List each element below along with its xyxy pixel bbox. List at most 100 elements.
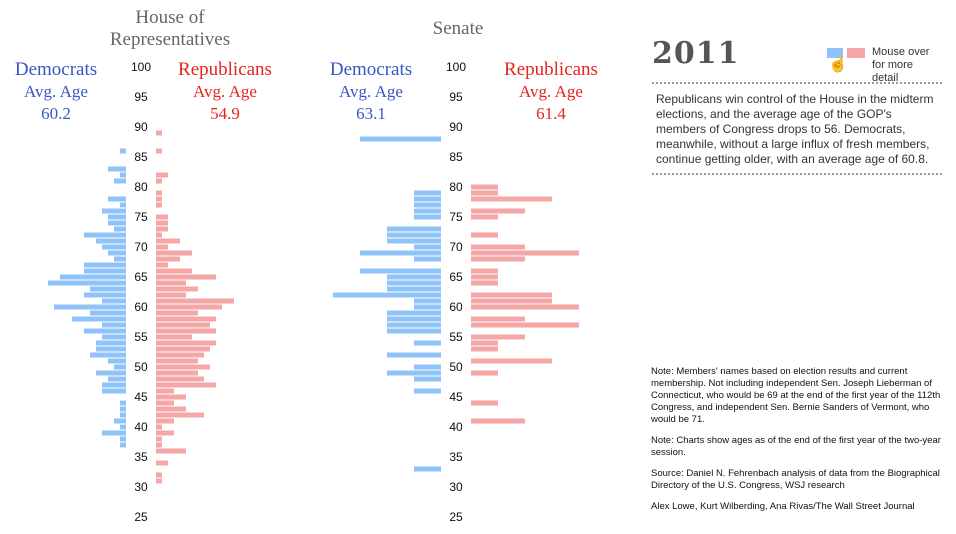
house-dem-bar-age-43[interactable]	[120, 406, 126, 412]
senate-dem-bar-age-69[interactable]	[360, 250, 441, 256]
senate-rep-bar-age-54[interactable]	[471, 340, 498, 346]
senate-rep-bar-age-75[interactable]	[471, 214, 498, 220]
house-rep-bar-age-40[interactable]	[156, 424, 162, 430]
house-dem-bar-age-55[interactable]	[102, 334, 126, 340]
house-dem-bar-age-44[interactable]	[120, 400, 126, 406]
senate-dem-bar-age-49[interactable]	[387, 370, 441, 376]
house-dem-bar-age-72[interactable]	[84, 232, 126, 238]
house-rep-bar-age-67[interactable]	[156, 262, 168, 268]
senate-dem-bar-age-72[interactable]	[387, 232, 441, 238]
senate-rep-bar-age-62[interactable]	[471, 292, 552, 298]
house-rep-bar-age-81[interactable]	[156, 178, 162, 184]
house-dem-bar-age-56[interactable]	[84, 328, 126, 334]
senate-rep-bar-age-41[interactable]	[471, 418, 525, 424]
house-dem-bar-age-74[interactable]	[108, 220, 126, 226]
house-rep-bar-age-48[interactable]	[156, 376, 204, 382]
house-rep-bar-age-72[interactable]	[156, 232, 162, 238]
house-dem-bar-age-76[interactable]	[102, 208, 126, 214]
senate-rep-bar-age-76[interactable]	[471, 208, 525, 214]
house-rep-bar-age-32[interactable]	[156, 472, 162, 478]
senate-dem-bar-age-70[interactable]	[414, 244, 441, 250]
house-rep-bar-age-37[interactable]	[156, 442, 162, 448]
house-rep-bar-age-39[interactable]	[156, 430, 174, 436]
house-rep-bar-age-49[interactable]	[156, 370, 198, 376]
senate-rep-bar-age-55[interactable]	[471, 334, 525, 340]
house-rep-bar-age-52[interactable]	[156, 352, 204, 358]
house-rep-bar-age-89[interactable]	[156, 130, 162, 136]
senate-rep-bar-age-57[interactable]	[471, 322, 579, 328]
house-dem-bar-age-73[interactable]	[114, 226, 126, 232]
house-rep-bar-age-65[interactable]	[156, 274, 216, 280]
senate-dem-bar-age-65[interactable]	[387, 274, 441, 280]
house-rep-bar-age-71[interactable]	[156, 238, 180, 244]
house-dem-bar-age-41[interactable]	[114, 418, 126, 424]
house-dem-bar-age-39[interactable]	[102, 430, 126, 436]
house-dem-bar-age-54[interactable]	[96, 340, 126, 346]
senate-rep-bar-age-53[interactable]	[471, 346, 498, 352]
house-rep-bar-age-75[interactable]	[156, 214, 168, 220]
senate-dem-bar-age-88[interactable]	[360, 136, 441, 142]
senate-rep-bar-age-79[interactable]	[471, 190, 498, 196]
senate-dem-bar-age-58[interactable]	[387, 316, 441, 322]
house-dem-bar-age-42[interactable]	[120, 412, 126, 418]
senate-dem-bar-age-71[interactable]	[387, 238, 441, 244]
senate-dem-bar-age-60[interactable]	[414, 304, 441, 310]
senate-dem-bar-age-79[interactable]	[414, 190, 441, 196]
house-rep-bar-age-44[interactable]	[156, 400, 174, 406]
house-rep-bar-age-63[interactable]	[156, 286, 198, 292]
senate-dem-bar-age-59[interactable]	[387, 310, 441, 316]
senate-dem-bar-age-48[interactable]	[414, 376, 441, 382]
senate-rep-bar-age-65[interactable]	[471, 274, 498, 280]
senate-dem-bar-age-78[interactable]	[414, 196, 441, 202]
senate-dem-bar-age-52[interactable]	[387, 352, 441, 358]
house-rep-bar-age-86[interactable]	[156, 148, 162, 154]
house-rep-bar-age-45[interactable]	[156, 394, 186, 400]
senate-dem-bar-age-73[interactable]	[387, 226, 441, 232]
house-dem-bar-age-58[interactable]	[72, 316, 126, 322]
senate-dem-bar-age-76[interactable]	[414, 208, 441, 214]
house-rep-bar-age-64[interactable]	[156, 280, 186, 286]
house-rep-bar-age-58[interactable]	[156, 316, 216, 322]
house-dem-bar-age-71[interactable]	[96, 238, 126, 244]
house-dem-bar-age-37[interactable]	[120, 442, 126, 448]
senate-rep-bar-age-51[interactable]	[471, 358, 552, 364]
house-dem-bar-age-83[interactable]	[108, 166, 126, 172]
house-rep-bar-age-77[interactable]	[156, 202, 162, 208]
senate-rep-bar-age-72[interactable]	[471, 232, 498, 238]
senate-rep-bar-age-64[interactable]	[471, 280, 498, 286]
senate-rep-bar-age-68[interactable]	[471, 256, 525, 262]
house-dem-bar-age-66[interactable]	[84, 268, 126, 274]
senate-dem-bar-age-56[interactable]	[387, 328, 441, 334]
senate-rep-bar-age-78[interactable]	[471, 196, 552, 202]
senate-dem-bar-age-63[interactable]	[387, 286, 441, 292]
house-dem-bar-age-75[interactable]	[108, 214, 126, 220]
house-dem-bar-age-86[interactable]	[120, 148, 126, 154]
house-dem-bar-age-70[interactable]	[102, 244, 126, 250]
house-rep-bar-age-54[interactable]	[156, 340, 216, 346]
house-dem-bar-age-64[interactable]	[48, 280, 126, 286]
house-dem-bar-age-68[interactable]	[114, 256, 126, 262]
house-rep-bar-age-59[interactable]	[156, 310, 198, 316]
house-dem-bar-age-65[interactable]	[60, 274, 126, 280]
house-dem-bar-age-47[interactable]	[102, 382, 126, 388]
house-rep-bar-age-34[interactable]	[156, 460, 168, 466]
house-rep-bar-age-42[interactable]	[156, 412, 204, 418]
senate-dem-bar-age-61[interactable]	[414, 298, 441, 304]
house-rep-bar-age-78[interactable]	[156, 196, 162, 202]
house-dem-bar-age-60[interactable]	[54, 304, 126, 310]
house-rep-bar-age-51[interactable]	[156, 358, 198, 364]
senate-rep-bar-age-61[interactable]	[471, 298, 552, 304]
house-rep-bar-age-50[interactable]	[156, 364, 210, 370]
house-rep-bar-age-41[interactable]	[156, 418, 174, 424]
house-dem-bar-age-69[interactable]	[108, 250, 126, 256]
house-dem-bar-age-48[interactable]	[108, 376, 126, 382]
house-rep-bar-age-61[interactable]	[156, 298, 234, 304]
house-rep-bar-age-74[interactable]	[156, 220, 168, 226]
house-rep-bar-age-79[interactable]	[156, 190, 162, 196]
house-rep-bar-age-55[interactable]	[156, 334, 192, 340]
house-rep-bar-age-53[interactable]	[156, 346, 210, 352]
senate-rep-bar-age-44[interactable]	[471, 400, 498, 406]
senate-dem-bar-age-46[interactable]	[414, 388, 441, 394]
house-rep-bar-age-66[interactable]	[156, 268, 192, 274]
house-dem-bar-age-51[interactable]	[108, 358, 126, 364]
